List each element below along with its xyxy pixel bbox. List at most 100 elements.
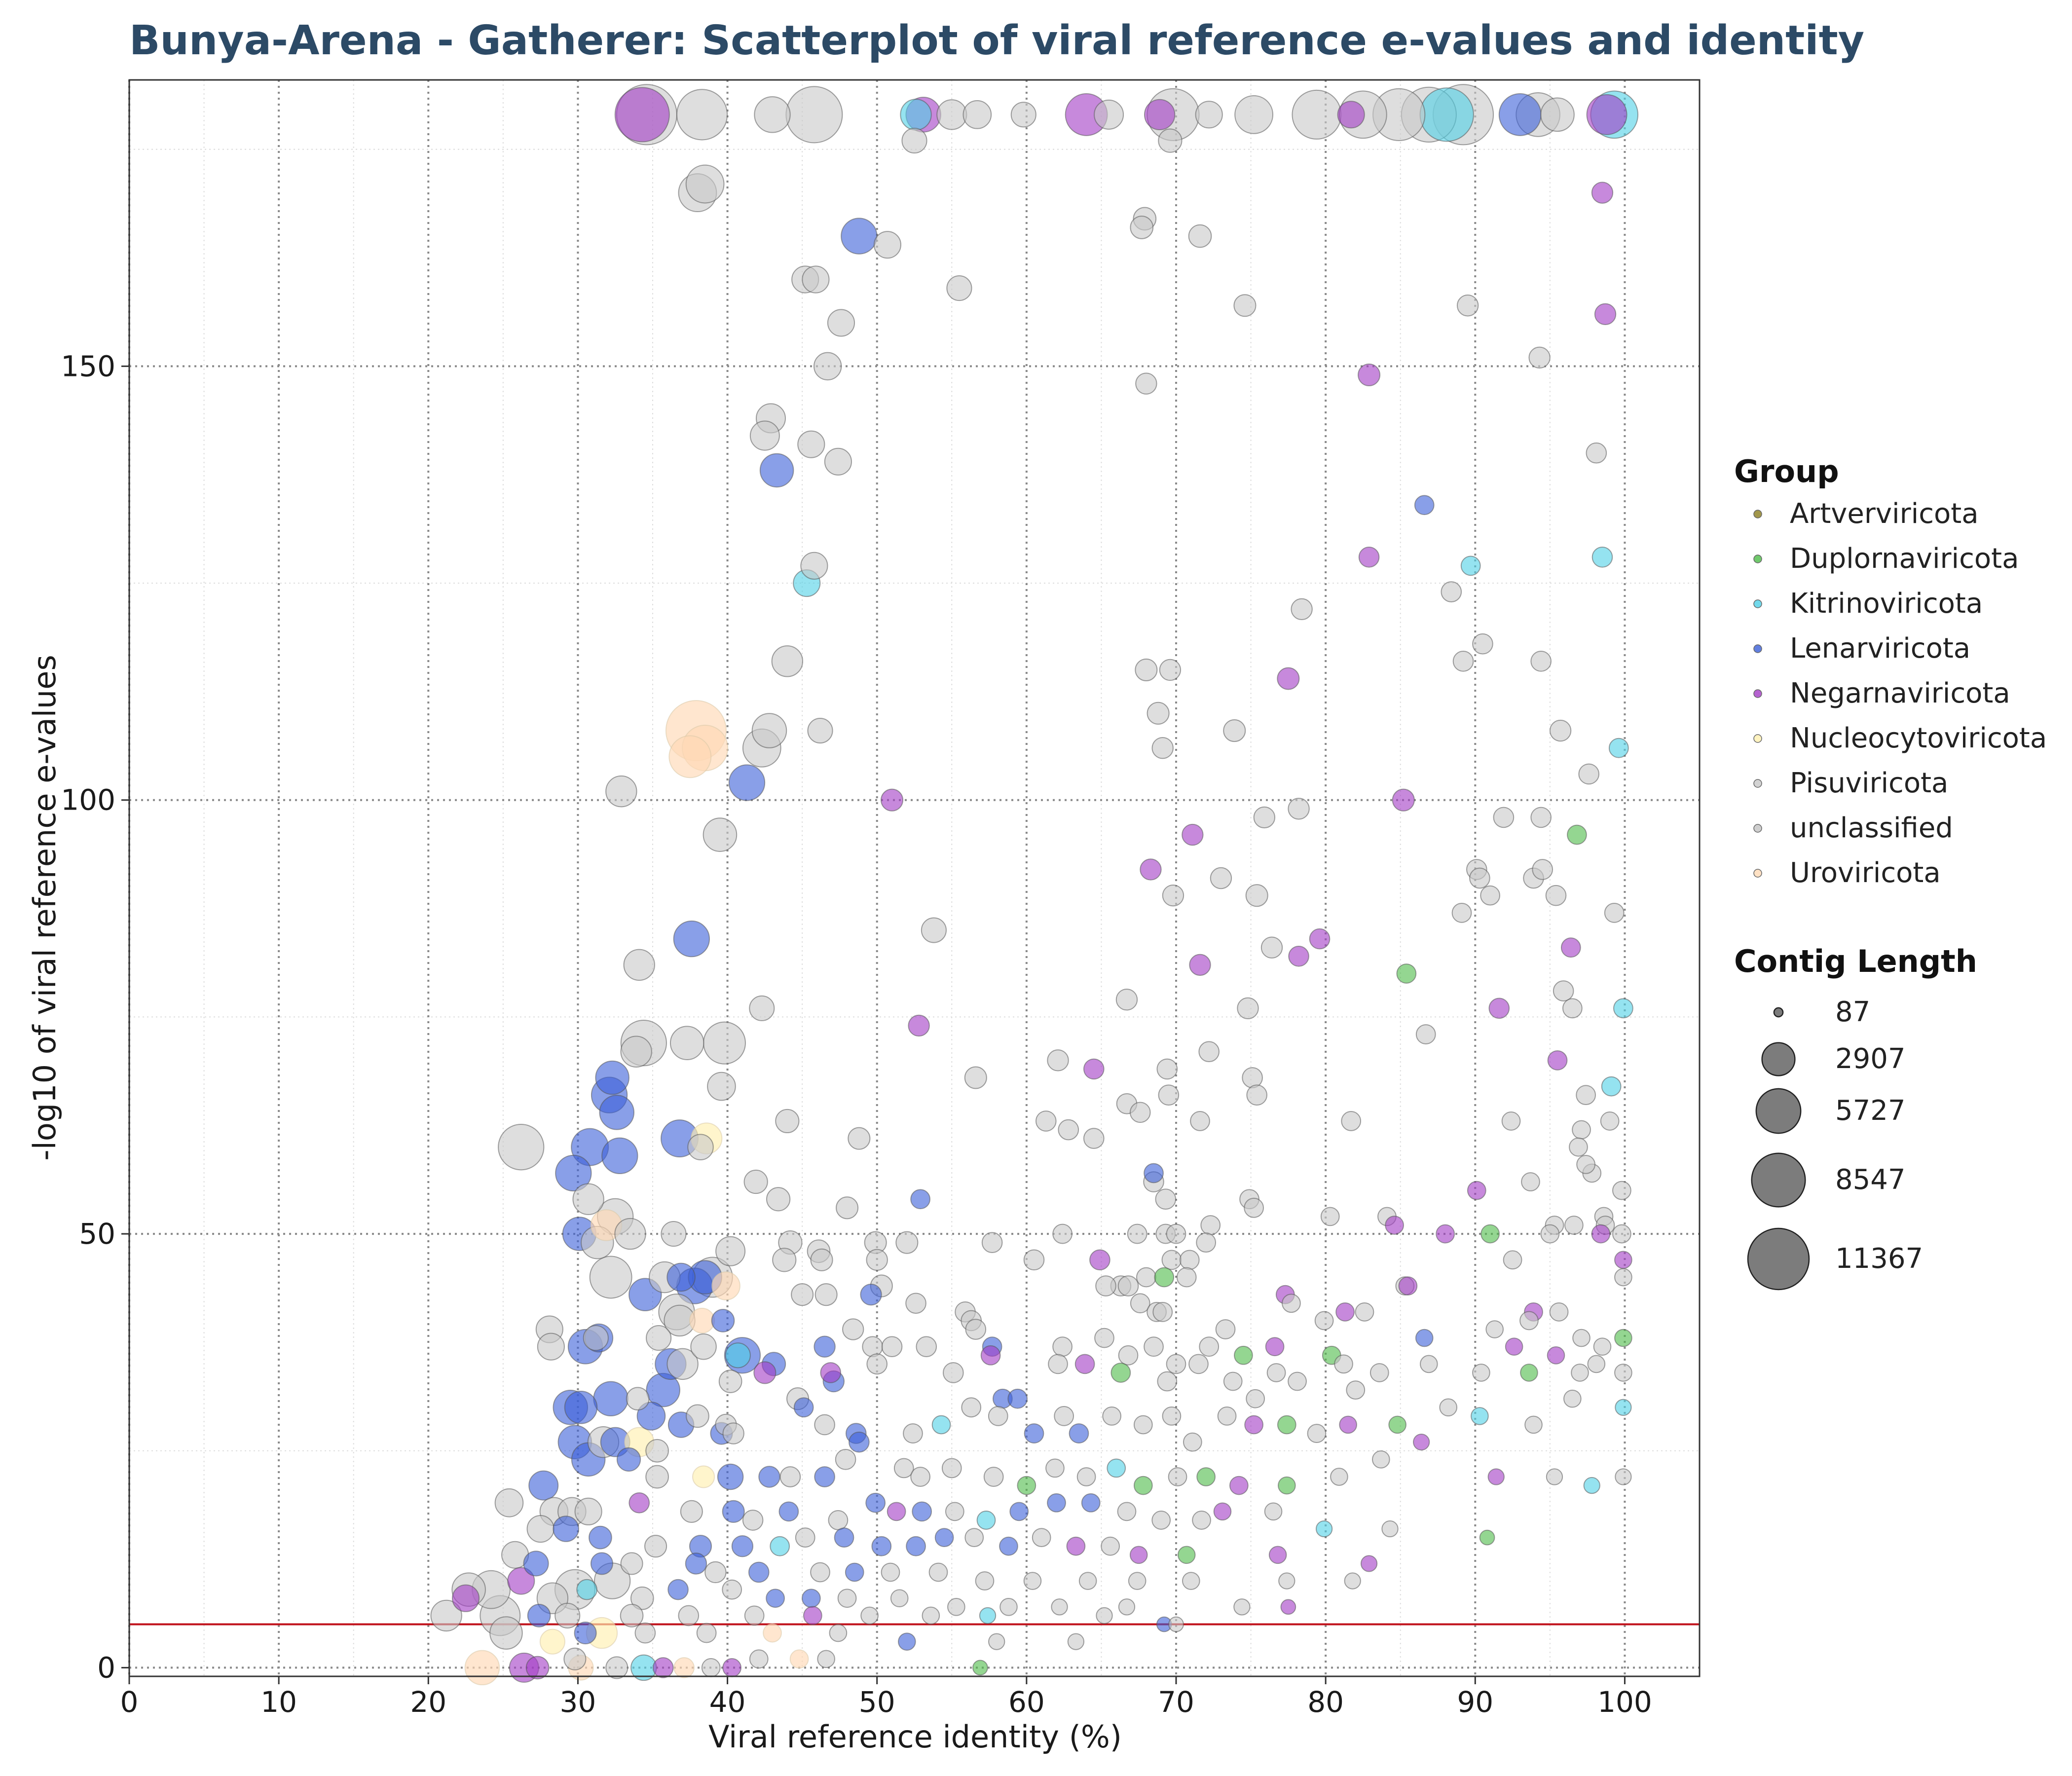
scatter-point (865, 1492, 886, 1513)
scatter-point (707, 1072, 736, 1101)
scatter-point (758, 1466, 780, 1488)
legend-group-label: Kitrinoviricota (1790, 588, 1983, 620)
scatter-point (629, 1492, 650, 1514)
scatter-point (1532, 859, 1554, 880)
scatter-point (1229, 1476, 1249, 1495)
scatter-point (1452, 651, 1474, 672)
scatter-point (964, 1066, 987, 1089)
scatter-point (1456, 295, 1479, 317)
scatter-point (1010, 102, 1036, 128)
x-tick-label: 70 (1158, 1685, 1194, 1719)
scatter-point (895, 1231, 919, 1254)
scatter-point (1576, 1085, 1596, 1106)
scatter-point (1571, 1364, 1589, 1382)
scatter-point (860, 1283, 882, 1306)
scatter-point (829, 1624, 848, 1642)
scatter-point (1451, 902, 1472, 923)
scatter-point (646, 1325, 672, 1351)
x-tick-label: 100 (1597, 1685, 1652, 1719)
scatter-point (1358, 363, 1381, 386)
scatter-point (785, 86, 843, 144)
scatter-point (711, 1271, 740, 1300)
scatter-point (1140, 858, 1162, 881)
scatter-point (704, 1561, 727, 1584)
scatter-point (1054, 1406, 1074, 1426)
scatter-point (1360, 1555, 1378, 1572)
legend-swatch (1753, 510, 1762, 518)
legend-group-label: Artverviricota (1790, 498, 1979, 530)
scatter-point (1151, 1511, 1171, 1530)
scatter-point (1441, 581, 1462, 602)
scatter-point (1612, 1224, 1631, 1244)
scatter-point (1614, 1364, 1632, 1382)
scatter-point (676, 89, 728, 141)
scatter-point (1415, 1329, 1434, 1347)
scatter-point (779, 1466, 801, 1487)
scatter-point (1118, 1598, 1136, 1616)
scatter-point (749, 420, 780, 451)
scatter-point (498, 1124, 545, 1171)
scatter-point (1245, 884, 1268, 907)
scatter-point (715, 1236, 746, 1266)
scatter-point (979, 1607, 997, 1625)
scatter-point (728, 764, 766, 801)
scatter-point (1233, 294, 1257, 317)
scatter-point (1083, 1128, 1105, 1149)
scatter-point (553, 1516, 579, 1542)
scatter-point (1152, 1301, 1173, 1322)
scatter-point (1320, 1207, 1340, 1226)
scatter-point (910, 1189, 931, 1210)
legend-swatch (1753, 644, 1762, 653)
data-points (430, 84, 1639, 1686)
scatter-point (1528, 346, 1551, 369)
scatter-point (507, 1567, 535, 1595)
scatter-point (1412, 1433, 1430, 1451)
scatter-point (1223, 719, 1246, 742)
scatter-point (1094, 1328, 1114, 1348)
x-tick-label: 80 (1307, 1685, 1344, 1719)
scatter-point (1471, 1407, 1489, 1425)
scatter-point (1188, 1354, 1209, 1374)
scatter-point (871, 1536, 892, 1556)
scatter-point (1234, 95, 1274, 134)
legend-swatch (1753, 689, 1762, 698)
scatter-point (981, 1232, 1003, 1253)
x-tick-label: 50 (859, 1685, 895, 1719)
scatter-point (1564, 1216, 1584, 1235)
scatter-point (1381, 1520, 1399, 1538)
scatter-point (1162, 1406, 1182, 1426)
scatter-point (1265, 1337, 1285, 1357)
scatter-point (898, 1632, 916, 1651)
scatter-point (1493, 807, 1515, 828)
legend-size-circle (1747, 1227, 1810, 1291)
scatter-point (689, 1307, 715, 1334)
scatter-point (814, 1335, 836, 1358)
scatter-point (1501, 1111, 1521, 1131)
scatter-point (1583, 1477, 1600, 1494)
x-tick-label: 40 (709, 1685, 746, 1719)
scatter-point (1601, 1076, 1622, 1097)
scatter-point (842, 1318, 864, 1340)
scatter-point (685, 1553, 707, 1575)
scatter-point (616, 1447, 641, 1472)
scatter-point (1136, 1267, 1156, 1288)
scatter-point (1341, 1111, 1362, 1131)
scatter-point (527, 1604, 551, 1628)
scatter-point (1083, 1058, 1105, 1080)
scatter-point (916, 1336, 937, 1358)
scatter-point (605, 1656, 629, 1679)
scatter-point (1200, 1215, 1221, 1235)
scatter-point (537, 1332, 565, 1361)
scatter-point (583, 1325, 609, 1351)
scatter-point (673, 920, 710, 958)
scatter-point (1023, 1572, 1042, 1590)
scatter-point (1488, 998, 1510, 1019)
scatter-point (942, 1362, 964, 1383)
y-tick-label: 0 (97, 1651, 115, 1684)
scatter-point (1480, 885, 1500, 906)
scatter-point (860, 1606, 879, 1625)
legend-size-label: 11367 (1835, 1243, 1923, 1275)
scatter-point (1385, 1216, 1404, 1235)
scatter-point (1130, 216, 1154, 239)
scatter-point (1168, 1616, 1184, 1632)
